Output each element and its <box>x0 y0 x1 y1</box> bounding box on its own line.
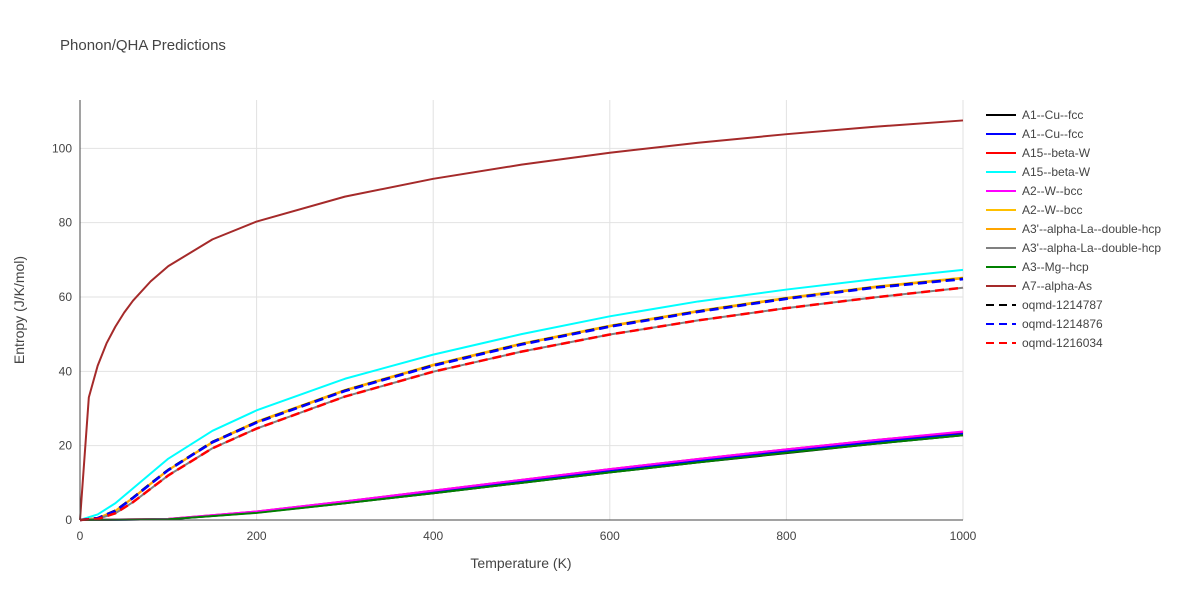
legend-item[interactable]: A1--Cu--fcc <box>986 127 1083 141</box>
chart-title: Phonon/QHA Predictions <box>60 37 226 54</box>
series-line-4 <box>79 430 964 521</box>
y-axis-label: Entropy (J/K/mol) <box>11 256 27 364</box>
legend-label: oqmd-1214876 <box>1022 317 1103 331</box>
legend-label: A2--W--bcc <box>1022 184 1082 198</box>
series-layer <box>79 119 964 522</box>
legend-item[interactable]: oqmd-1214876 <box>986 317 1103 331</box>
legend-item[interactable]: A3'--alpha-La--double-hcp <box>986 241 1161 255</box>
legend-item[interactable]: A1--Cu--fcc <box>986 108 1083 122</box>
series-line-9 <box>79 119 964 521</box>
tick-labels: 0 200 400 600 800 1000 0 20 40 60 80 100 <box>52 141 977 543</box>
legend-label: A3'--alpha-La--double-hcp <box>1022 241 1161 255</box>
legend-label: A15--beta-W <box>1022 165 1091 179</box>
series-line-11 <box>79 277 964 522</box>
legend-label: A15--beta-W <box>1022 146 1091 160</box>
series-line-7 <box>79 286 964 521</box>
legend-label: A1--Cu--fcc <box>1022 108 1083 122</box>
legend-item[interactable]: A3'--alpha-La--double-hcp <box>986 222 1161 236</box>
legend-item[interactable]: A3--Mg--hcp <box>986 260 1089 274</box>
x-tick-label: 600 <box>600 529 620 543</box>
y-tick-label: 100 <box>52 141 72 155</box>
y-tick-label: 0 <box>65 513 72 527</box>
legend-label: A3--Mg--hcp <box>1022 260 1089 274</box>
x-tick-label: 400 <box>423 529 443 543</box>
y-tick-label: 20 <box>59 439 73 453</box>
legend-label: oqmd-1216034 <box>1022 336 1103 350</box>
legend-item[interactable]: A15--beta-W <box>986 146 1091 160</box>
y-tick-label: 60 <box>59 290 73 304</box>
legend-label: oqmd-1214787 <box>1022 298 1103 312</box>
legend-item[interactable]: oqmd-1214787 <box>986 298 1103 312</box>
series-line-1 <box>79 432 964 521</box>
axes <box>79 100 963 521</box>
legend[interactable]: A1--Cu--fcc A1--Cu--fcc A15--beta-W A15--be… <box>986 108 1161 350</box>
x-axis-label: Temperature (K) <box>470 555 571 571</box>
series-line-12 <box>79 286 964 522</box>
x-tick-label: 800 <box>776 529 796 543</box>
series-line-3 <box>79 268 964 521</box>
x-tick-label: 1000 <box>950 529 977 543</box>
legend-label: A7--alpha-As <box>1022 279 1092 293</box>
legend-item[interactable]: A7--alpha-As <box>986 279 1092 293</box>
legend-item[interactable]: A2--W--bcc <box>986 203 1082 217</box>
legend-item[interactable]: A15--beta-W <box>986 165 1091 179</box>
y-tick-label: 80 <box>59 216 73 230</box>
legend-label: A3'--alpha-La--double-hcp <box>1022 222 1161 236</box>
grid-lines <box>80 100 964 520</box>
series-line-8 <box>79 434 964 521</box>
legend-item[interactable]: oqmd-1216034 <box>986 336 1103 350</box>
legend-item[interactable]: A2--W--bcc <box>986 184 1082 198</box>
x-tick-label: 200 <box>247 529 267 543</box>
x-tick-label: 0 <box>77 529 84 543</box>
y-tick-label: 40 <box>59 364 73 378</box>
legend-label: A1--Cu--fcc <box>1022 127 1083 141</box>
legend-label: A2--W--bcc <box>1022 203 1082 217</box>
